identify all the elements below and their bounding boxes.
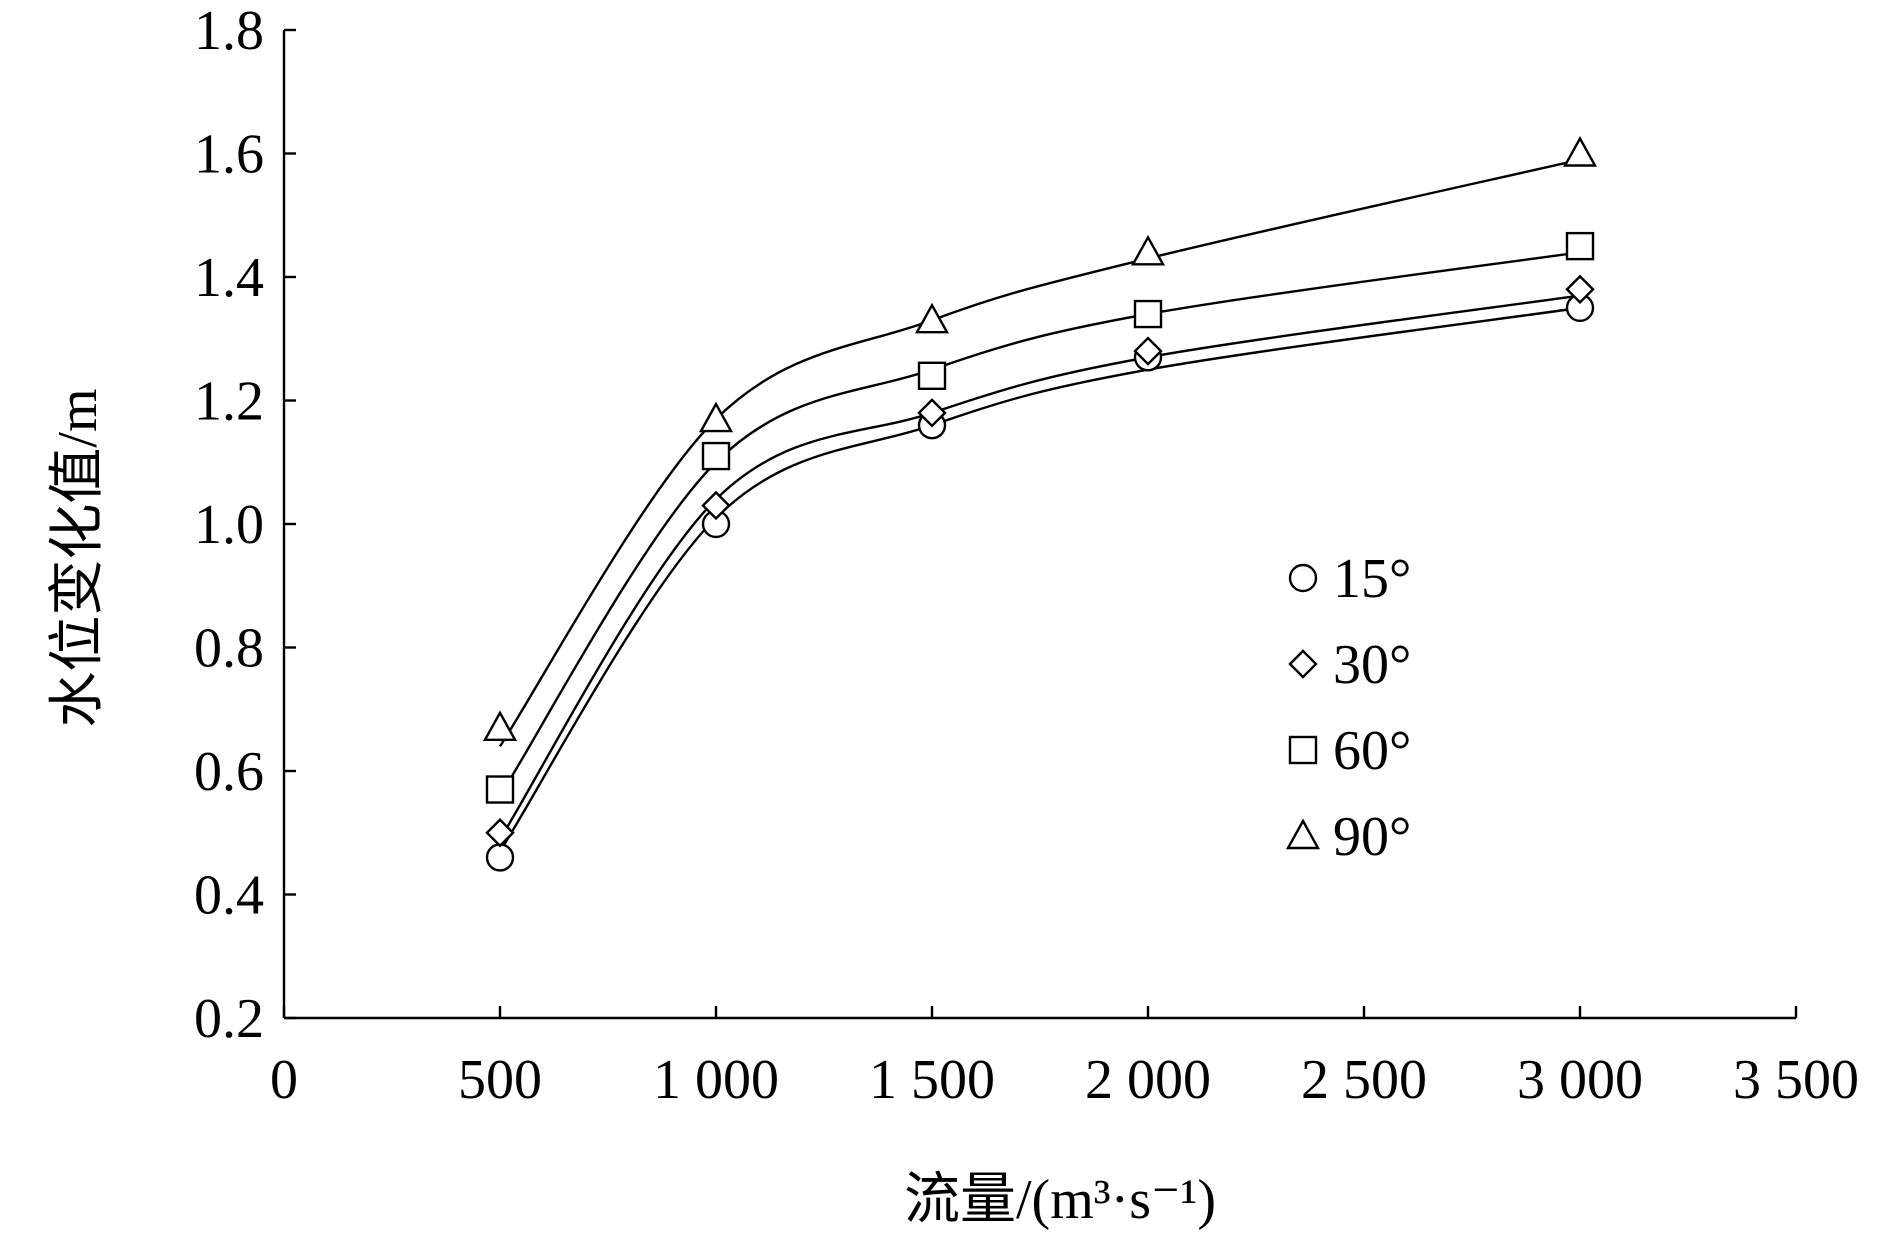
- y-tick-label: 0.4: [194, 865, 264, 927]
- x-tick-label: 500: [458, 1049, 542, 1111]
- data-point-diamond: [917, 398, 947, 428]
- x-axis-title: 流量/(m³·s⁻¹): [904, 1169, 1216, 1231]
- x-tick-label: 1 000: [653, 1049, 779, 1111]
- legend-marker-diamond: [1288, 649, 1318, 679]
- x-tick-label: 3 000: [1517, 1049, 1643, 1111]
- data-point-triangle: [1562, 136, 1598, 167]
- y-tick-label: 1.8: [194, 0, 264, 62]
- legend-label: 90°: [1333, 806, 1411, 868]
- data-point-diamond: [1133, 336, 1163, 366]
- y-tick-label: 0.6: [194, 741, 264, 803]
- fit-curves: [498, 158, 1581, 852]
- y-axis-title: 水位变化值/m: [47, 388, 109, 727]
- y-tick-label: 0.2: [194, 988, 264, 1050]
- data-point-triangle: [1130, 234, 1166, 266]
- fit-curve-triangle: [498, 158, 1581, 747]
- axes: 0 500 1 000 1 500 2 000 2 500 3 000 3 500 0.2 0.4…: [194, 0, 1859, 1111]
- data-point-square: [1133, 299, 1163, 329]
- legend-marker-square: [1288, 735, 1318, 765]
- legend: 15° 30° 60° 90°: [1285, 548, 1411, 868]
- data-point-square: [485, 775, 515, 804]
- data-point-diamond: [701, 490, 731, 521]
- data-point-triangle: [914, 302, 950, 334]
- data-point-circle: [485, 843, 515, 872]
- y-tick-label: 1.0: [194, 494, 264, 556]
- y-tick-label: 1.6: [194, 124, 264, 186]
- data-markers: [482, 136, 1598, 872]
- fit-curve-diamond: [498, 294, 1581, 840]
- data-point-diamond: [485, 818, 515, 848]
- fit-curve-circle: [498, 306, 1581, 852]
- legend-label: 15°: [1333, 548, 1411, 610]
- data-point-square: [701, 441, 731, 471]
- fit-curve-square: [498, 251, 1581, 797]
- data-point-diamond: [1565, 274, 1595, 305]
- x-tick-label: 1 500: [869, 1049, 995, 1111]
- y-tick-label: 1.2: [194, 371, 264, 433]
- x-tick-label: 2 500: [1301, 1049, 1427, 1111]
- legend-marker-triangle: [1285, 818, 1321, 850]
- x-tick-label: 3 500: [1733, 1049, 1859, 1111]
- legend-marker-circle: [1288, 563, 1318, 593]
- y-tick-label: 0.8: [194, 618, 264, 680]
- data-point-triangle: [698, 401, 734, 433]
- data-point-square: [917, 361, 947, 390]
- legend-label: 30°: [1333, 634, 1411, 696]
- legend-label: 60°: [1333, 720, 1411, 782]
- x-tick-label: 2 000: [1085, 1049, 1211, 1111]
- data-point-triangle: [482, 710, 518, 741]
- data-point-square: [1565, 231, 1595, 261]
- y-tick-label: 1.4: [194, 247, 264, 309]
- x-tick-label: 0: [270, 1049, 298, 1111]
